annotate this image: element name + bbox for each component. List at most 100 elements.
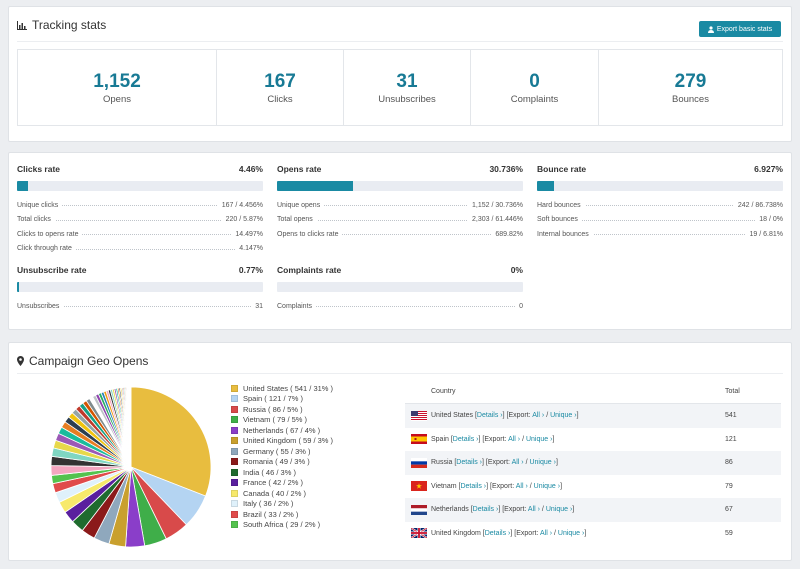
export-label: Export: bbox=[487, 459, 511, 467]
stat-label: Complaints bbox=[510, 93, 559, 105]
country-name: Spain bbox=[431, 435, 449, 443]
rate-row: Total clicks 220 / 5.87% bbox=[17, 213, 263, 228]
legend-item: South Africa ( 29 / 2% ) bbox=[231, 520, 333, 531]
details-link[interactable]: Details › bbox=[456, 459, 482, 467]
rate-rows: Unique clicks 167 / 4.456% Total clicks 220… bbox=[17, 198, 263, 256]
rate-row-value: 220 / 5.87% bbox=[221, 216, 263, 224]
rate-row-value: 31 bbox=[251, 302, 263, 310]
legend-swatch bbox=[231, 500, 238, 508]
rate-percentage: 30.736% bbox=[489, 164, 523, 174]
legend-label: Canada ( 40 / 2% ) bbox=[243, 488, 306, 498]
legend-swatch bbox=[231, 416, 238, 424]
rate-progress-bar bbox=[277, 181, 523, 191]
row-country: Russia [Details ›] [Export: All › / Uniq… bbox=[431, 459, 558, 467]
rate-progress-bar bbox=[537, 181, 783, 191]
legend-swatch bbox=[231, 489, 238, 497]
stat-unsubscribes: 31 Unsubscribes bbox=[344, 50, 471, 125]
rate-row: Complaints 0 bbox=[277, 299, 523, 314]
pie-slice[interactable] bbox=[130, 386, 212, 497]
export-all-link[interactable]: All › bbox=[539, 529, 553, 537]
rate-title: Unsubscribe rate bbox=[17, 265, 87, 275]
legend-swatch bbox=[231, 384, 238, 392]
export-all-link[interactable]: All › bbox=[532, 412, 545, 420]
export-all-link[interactable]: All › bbox=[515, 482, 528, 490]
export-all-link[interactable]: All › bbox=[511, 459, 524, 467]
rate-progress-fill bbox=[537, 181, 555, 191]
row-flag bbox=[405, 481, 431, 492]
rate-row: Unique opens 1,152 / 30.736% bbox=[277, 198, 523, 213]
legend-label: Italy ( 36 / 2% ) bbox=[243, 499, 294, 509]
rate-row-value: 14.497% bbox=[231, 230, 263, 238]
country-name: United Kingdom bbox=[431, 529, 481, 537]
rate-title: Complaints rate bbox=[277, 265, 342, 275]
export-unique-link[interactable]: Unique › bbox=[533, 482, 561, 490]
user-icon bbox=[707, 25, 714, 33]
rate-row-label: Clicks to opens rate bbox=[17, 230, 83, 238]
row-flag bbox=[405, 528, 431, 539]
rate-row-label: Unique clicks bbox=[17, 201, 63, 209]
export-all-link[interactable]: All › bbox=[527, 506, 540, 514]
legend-item: Canada ( 40 / 2% ) bbox=[231, 488, 333, 499]
export-unique-link[interactable]: Unique › bbox=[557, 529, 585, 537]
export-all-link[interactable]: All › bbox=[508, 435, 521, 443]
legend-item: Germany ( 55 / 3% ) bbox=[231, 446, 333, 457]
rate-row-label: Complaints bbox=[277, 302, 317, 310]
rate-title: Opens rate bbox=[277, 164, 322, 174]
rate-row-value: 18 / 0% bbox=[755, 216, 783, 224]
rate-row-value: 4.147% bbox=[235, 245, 263, 253]
opens-rate-block: Opens rate 30.736% Unique opens 1,152 / 3… bbox=[277, 164, 523, 242]
legend-label: Germany ( 55 / 3% ) bbox=[243, 446, 311, 456]
country-name: Netherlands bbox=[431, 506, 469, 514]
netherlands-flag-icon bbox=[411, 504, 427, 515]
details-link[interactable]: Details › bbox=[476, 412, 503, 420]
row-country: United States [Details ›] [Export: All ›… bbox=[431, 412, 579, 420]
bar-chart-icon bbox=[17, 20, 27, 30]
legend-label: Spain ( 121 / 7% ) bbox=[243, 394, 304, 404]
rate-row: Click through rate 4.147% bbox=[17, 242, 263, 257]
export-unique-link[interactable]: Unique › bbox=[545, 506, 573, 514]
row-total: 67 bbox=[725, 506, 733, 514]
export-unique-link[interactable]: Unique › bbox=[525, 435, 553, 443]
tracking-stats-panel: Tracking stats Export basic stats 1,152 … bbox=[8, 6, 792, 142]
details-link[interactable]: Details › bbox=[460, 482, 487, 490]
rate-rows: Unique opens 1,152 / 30.736% Total opens 2,… bbox=[277, 198, 523, 242]
rate-row: Soft bounces 18 / 0% bbox=[537, 213, 783, 228]
rate-row: Internal bounces 19 / 6.81% bbox=[537, 227, 783, 242]
details-link[interactable]: Details › bbox=[484, 529, 511, 537]
legend-label: United Kingdom ( 59 / 3% ) bbox=[243, 436, 334, 446]
legend-label: Romania ( 49 / 3% ) bbox=[243, 457, 310, 467]
table-row: Spain [Details ›] [Export: All › / Uniqu… bbox=[405, 428, 781, 452]
geo-pie-chart bbox=[50, 386, 212, 548]
row-country: Spain [Details ›] [Export: All › / Uniqu… bbox=[431, 435, 555, 443]
stat-bounces: 279 Bounces bbox=[599, 50, 782, 125]
rate-row-label: Total clicks bbox=[17, 216, 55, 224]
export-unique-link[interactable]: Unique › bbox=[550, 412, 577, 420]
geo-opens-panel: Campaign Geo Opens United States ( 541 /… bbox=[8, 342, 792, 561]
clicks-rate-block: Clicks rate 4.46% Unique clicks 167 / 4.4… bbox=[17, 164, 263, 256]
legend-item: France ( 42 / 2% ) bbox=[231, 478, 333, 489]
row-total: 121 bbox=[725, 435, 737, 443]
table-row: United Kingdom [Details ›] [Export: All … bbox=[405, 522, 781, 546]
pie-slice-other[interactable] bbox=[130, 386, 132, 468]
rate-progress-fill bbox=[277, 181, 353, 191]
stat-value: 31 bbox=[396, 70, 418, 92]
legend-swatch bbox=[231, 479, 238, 487]
rate-progress-bar bbox=[17, 181, 263, 191]
details-link[interactable]: Details › bbox=[452, 435, 479, 443]
divider bbox=[17, 373, 783, 374]
rate-row-label: Soft bounces bbox=[537, 216, 582, 224]
legend-swatch bbox=[231, 510, 238, 518]
export-unique-link[interactable]: Unique › bbox=[529, 459, 556, 467]
legend-item: Russia ( 86 / 5% ) bbox=[231, 404, 333, 415]
rate-row-value: 1,152 / 30.736% bbox=[468, 201, 523, 209]
complaints-rate-block: Complaints rate 0% Complaints 0 bbox=[277, 265, 523, 314]
legend-swatch bbox=[231, 426, 238, 434]
details-link[interactable]: Details › bbox=[472, 506, 499, 514]
row-total: 59 bbox=[725, 529, 733, 537]
stats-summary: 1,152 Opens 167 Clicks 31 Unsubscribes 0… bbox=[17, 49, 783, 126]
stat-opens: 1,152 Opens bbox=[18, 50, 217, 125]
export-basic-stats-button[interactable]: Export basic stats bbox=[699, 21, 781, 37]
table-row: Vietnam [Details ›] [Export: All › / Uni… bbox=[405, 475, 781, 499]
rate-row-label: Opens to clicks rate bbox=[277, 230, 343, 238]
export-label: Export: bbox=[504, 506, 527, 514]
